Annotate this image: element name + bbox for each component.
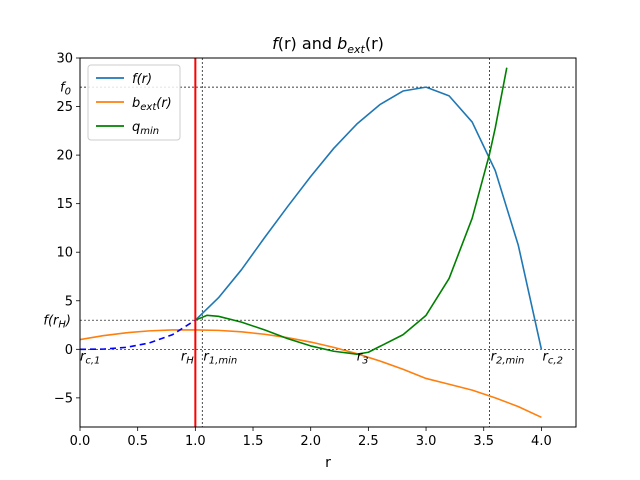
x-axis-label: r (325, 455, 331, 471)
y-tick-label: −5 (54, 391, 73, 406)
label-main: r (203, 349, 210, 364)
x-tick-label: 2.0 (300, 434, 321, 449)
legend: f(r)bext(r)qmin (87, 64, 181, 141)
x-tick-label: 0.0 (70, 434, 91, 449)
label-main: r (543, 349, 550, 364)
chart-title: f(r) and bext(r) (272, 34, 384, 56)
x-annotation-r-c2: rc,2 (543, 349, 563, 366)
x-tick-label: 0.5 (127, 434, 148, 449)
title-r2: (r) (365, 34, 384, 53)
plot-area: 0.0 0.5 1.0 1.5 2.0 2.5 3.0 3.5 4.0 −5 0 5 10 15 20 25 3… (43, 52, 577, 449)
x-annotation-r-H: rH (181, 349, 194, 366)
y-tick-label: 10 (56, 246, 73, 261)
label-subscript: ext (140, 102, 157, 113)
data-layer (80, 58, 576, 427)
y-tick-label: 20 (56, 149, 73, 164)
label-suffix: (r) (156, 96, 172, 111)
label-subscript: 3 (362, 355, 368, 366)
label-subscript: H (186, 355, 194, 366)
x-annotation-r-1min: r1,min (203, 349, 237, 366)
label-main: r (491, 349, 498, 364)
title-f: f (272, 34, 280, 53)
x-annotation-r-c1: rc,1 (80, 349, 100, 366)
label-subscript: c,2 (548, 355, 563, 366)
series-line-b (80, 329, 542, 419)
x-tick-label: 3.0 (416, 434, 437, 449)
label-subscript: 2,min (496, 355, 524, 366)
y-annotation: f(rH) (43, 314, 71, 331)
legend-label-q: qmin (132, 120, 159, 137)
x-annotation-r-2min: r2,min (491, 349, 525, 366)
x-tick-label: 3.5 (473, 434, 494, 449)
title-sub: ext (347, 43, 365, 56)
series-line-f (194, 86, 543, 350)
y-annotation: f0 (60, 81, 71, 98)
label-subscript: H (58, 320, 66, 331)
x-tick-label: 4.0 (531, 434, 552, 449)
label-subscript: c,1 (85, 355, 100, 366)
legend-box (87, 64, 181, 141)
label-suffix: ) (65, 314, 71, 329)
label-subscript: min (140, 126, 159, 137)
title-r1: (r) (278, 34, 297, 53)
label-main: q (132, 120, 140, 135)
x-tick-label: 1.5 (243, 434, 264, 449)
y-tick-label: 25 (56, 100, 73, 115)
x-annotation-r-3: r3 (357, 349, 369, 366)
y-tick-label: 0 (65, 343, 73, 358)
legend-label-f: f(r) (132, 72, 152, 87)
title-and: and (297, 34, 337, 53)
axes-frame (79, 57, 577, 428)
label-main: f (132, 72, 139, 87)
label-main: b (132, 96, 140, 111)
series-line-q (195, 67, 508, 355)
label-main: f(r (43, 314, 60, 329)
label-subscript: 1,min (209, 355, 237, 366)
label-main: r (357, 349, 364, 364)
label-main: f (60, 81, 67, 96)
label-subscript: 0 (65, 87, 71, 98)
label-main: r (80, 349, 87, 364)
x-tick-label: 2.5 (358, 434, 379, 449)
label-suffix: (r) (137, 72, 153, 87)
x-tick-label: 1.0 (185, 434, 206, 449)
legend-label-b: bext(r) (132, 96, 172, 113)
y-tick-label: 5 (65, 294, 73, 309)
label-main: r (181, 349, 188, 364)
y-tick-label: 30 (56, 52, 73, 67)
title-b: b (337, 34, 347, 53)
y-tick-label: 15 (56, 197, 73, 212)
